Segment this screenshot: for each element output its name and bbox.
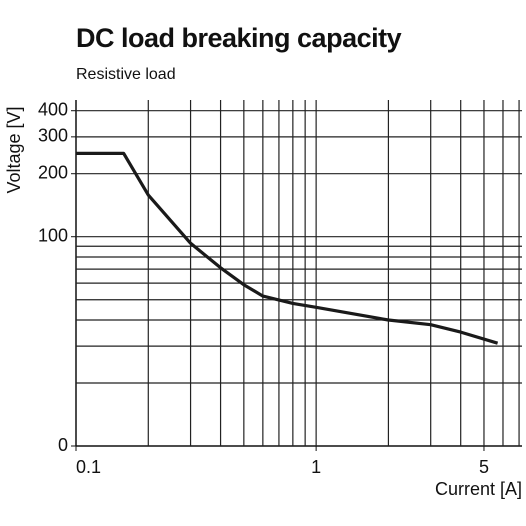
y-tick-label: 300 bbox=[38, 126, 68, 146]
x-tick-label: 1 bbox=[311, 457, 321, 477]
x-axis-label: Current [A] bbox=[435, 479, 522, 499]
y-tick-label: 100 bbox=[38, 225, 68, 245]
y-tick-label: 400 bbox=[38, 99, 68, 119]
data-line bbox=[76, 151, 499, 345]
x-tick-label: 0.1 bbox=[76, 457, 101, 477]
chart-title: DC load breaking capacity bbox=[76, 23, 402, 53]
chart-subtitle: Resistive load bbox=[76, 66, 176, 83]
y-axis-label: Voltage [V] bbox=[4, 106, 24, 193]
x-tick-label: 5 bbox=[479, 457, 489, 477]
y-tick-label: 0 bbox=[58, 435, 68, 455]
y-tick-label: 200 bbox=[38, 162, 68, 182]
